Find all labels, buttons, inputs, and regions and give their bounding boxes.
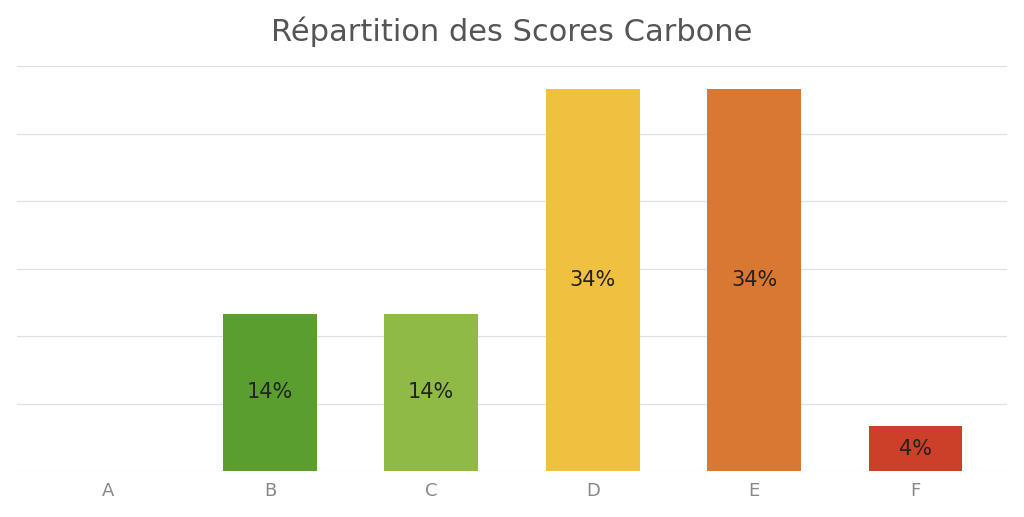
Text: 4%: 4% <box>899 439 932 459</box>
Text: 34%: 34% <box>731 270 777 290</box>
Text: 14%: 14% <box>247 383 293 402</box>
Bar <box>384 314 478 471</box>
Bar <box>223 314 316 471</box>
Bar <box>546 89 640 471</box>
Bar <box>868 426 963 471</box>
Text: 34%: 34% <box>569 270 615 290</box>
Text: 14%: 14% <box>409 383 455 402</box>
Bar <box>708 89 801 471</box>
Title: Répartition des Scores Carbone: Répartition des Scores Carbone <box>271 17 753 47</box>
